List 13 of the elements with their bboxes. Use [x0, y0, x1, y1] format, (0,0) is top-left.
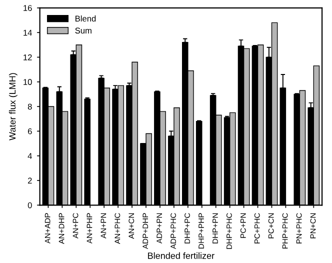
y-tick-label: 12	[24, 54, 32, 60]
y-tick-label: 4	[28, 153, 32, 159]
legend-label: Blend	[76, 15, 96, 22]
x-axis-title: Blended fertilizer	[148, 252, 214, 259]
y-tick-label: 16	[24, 5, 32, 11]
y-tick-label: 2	[28, 178, 32, 184]
legend-label: Sum	[75, 28, 92, 34]
y-tick-label: 10	[24, 79, 32, 85]
y-tick-label: 8	[28, 104, 32, 110]
y-tick-label: 14	[24, 30, 32, 36]
y-tick-label: 6	[28, 128, 32, 134]
y-axis-title: Water flux (LMH)	[8, 73, 18, 140]
y-tick-label: 0	[28, 202, 32, 208]
